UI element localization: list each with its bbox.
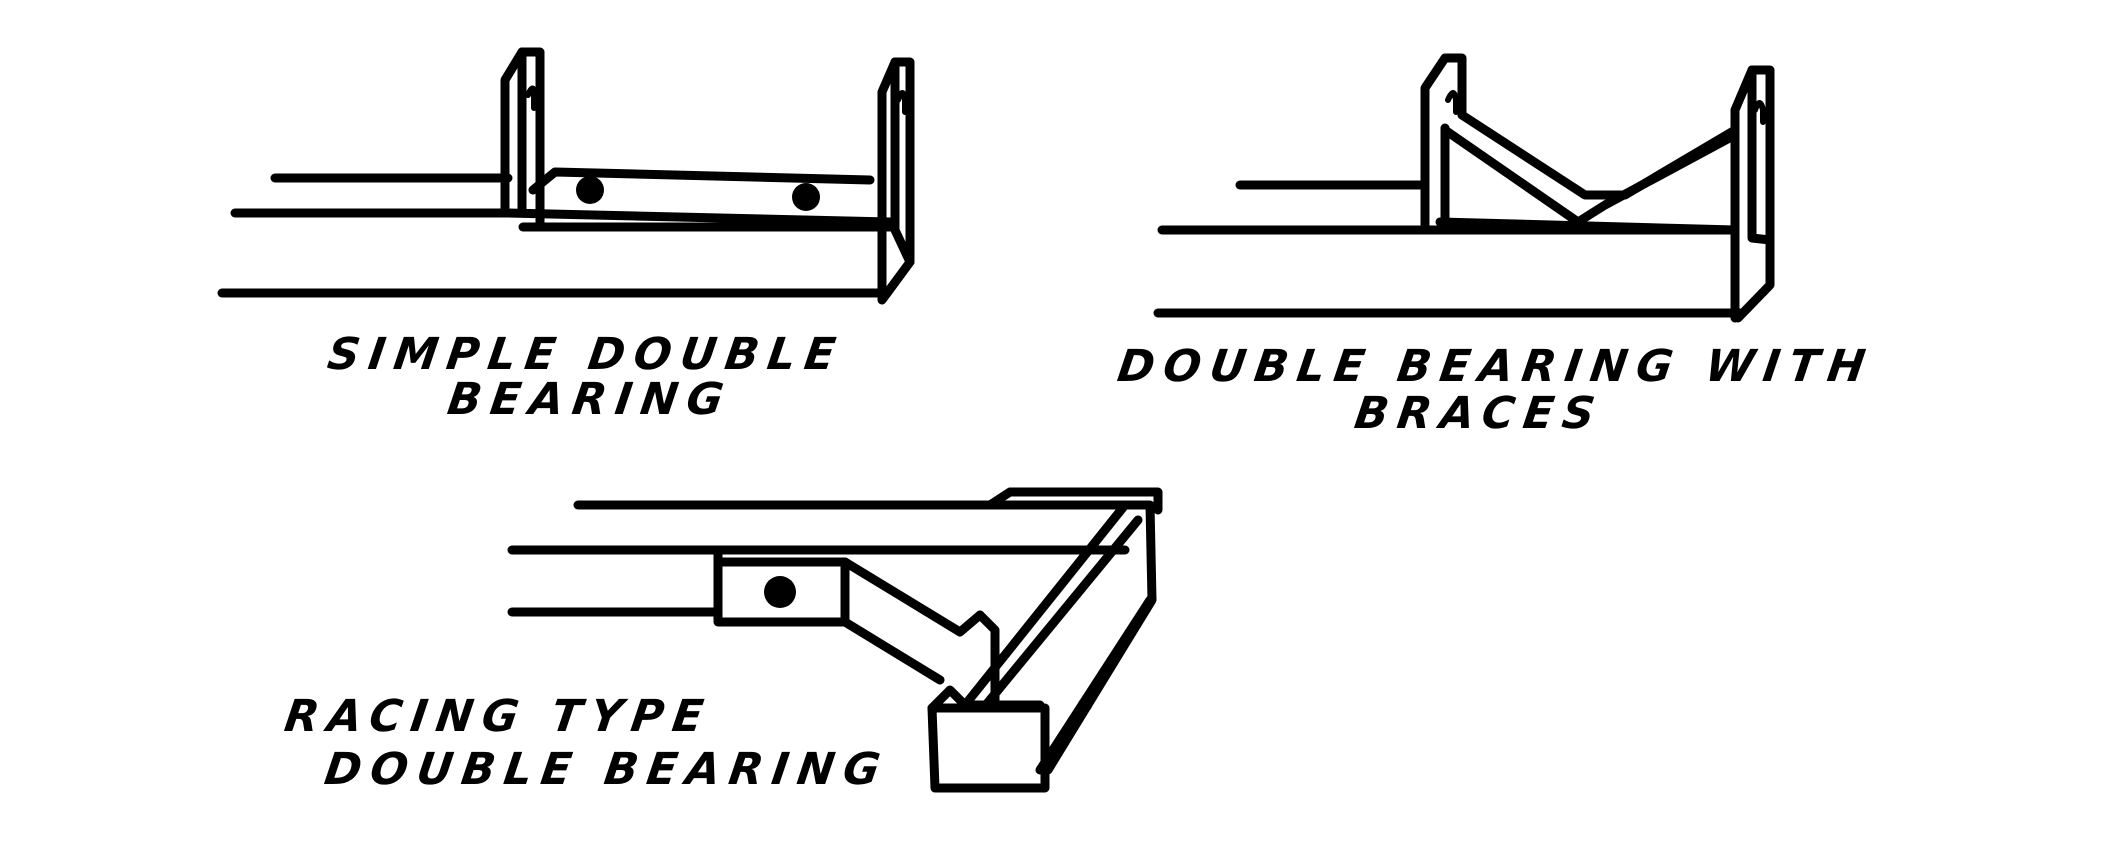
brace-top	[840, 557, 985, 637]
axle-top-line	[503, 208, 895, 227]
left-upright-slot	[525, 85, 537, 111]
right-upright	[877, 57, 915, 305]
right-upright-edge	[1747, 65, 1775, 245]
bolt-left-icon	[576, 176, 604, 204]
racing-double-bearing-drawing	[507, 487, 1163, 793]
right-upright	[1730, 65, 1775, 323]
simple-double-bearing-drawing	[217, 47, 915, 305]
foot-block-top	[927, 685, 970, 713]
caption-braced-line2: BRACES	[1351, 388, 1607, 439]
caption-racing-line1: RACING TYPE	[281, 691, 716, 742]
axle-top-line	[1435, 217, 1740, 235]
pin-icon	[1078, 698, 1092, 712]
braced-double-bearing-drawing	[1153, 53, 1775, 323]
caption-braced-line1: DOUBLE BEARING WITH	[1114, 341, 1878, 392]
right-upright-slot	[895, 90, 908, 115]
caption-simple-line2: BEARING	[444, 374, 736, 425]
brace-inner	[1440, 125, 1740, 227]
bearing-box-top	[985, 487, 1163, 515]
right-upright-edge	[890, 57, 915, 267]
housing-outer-rib	[1035, 595, 1155, 775]
right-upright-slot	[1752, 100, 1766, 125]
foot-block	[927, 703, 1050, 793]
housing-inner-rib	[980, 515, 1143, 711]
bolt-right-icon	[792, 183, 820, 211]
left-upright	[1420, 53, 1467, 235]
brace-lug	[975, 610, 1000, 705]
left-upright-slot	[1445, 90, 1459, 115]
caption-simple-line1: SIMPLE DOUBLE	[324, 329, 848, 380]
brace-bottom	[840, 617, 945, 685]
caption-racing-line2: DOUBLE BEARING	[321, 744, 893, 795]
bolt-icon	[764, 576, 796, 608]
